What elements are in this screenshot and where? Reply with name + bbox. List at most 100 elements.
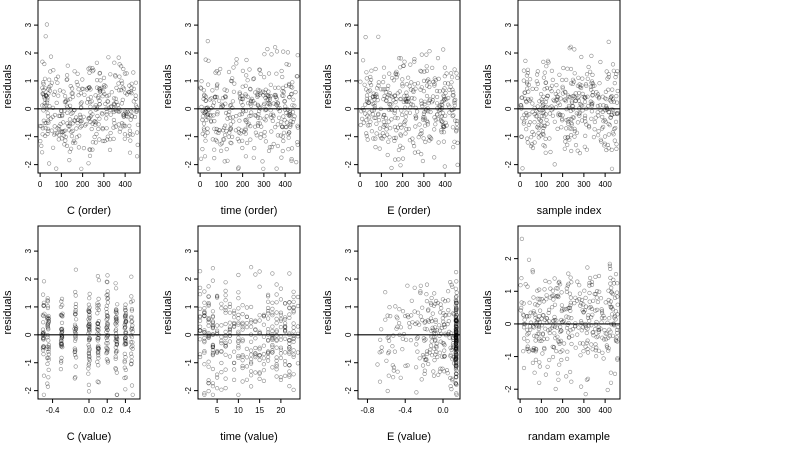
- data-point: [568, 44, 573, 49]
- data-point: [454, 345, 459, 350]
- data-point: [240, 102, 245, 108]
- data-point: [418, 68, 423, 73]
- data-point: [453, 330, 458, 335]
- data-point: [557, 340, 562, 345]
- data-point: [123, 355, 128, 360]
- data-point: [441, 47, 446, 52]
- data-point: [73, 308, 78, 313]
- data-point: [60, 314, 65, 319]
- data-point: [424, 357, 429, 362]
- data-point: [202, 340, 207, 345]
- data-point: [292, 103, 297, 108]
- data-point: [433, 301, 438, 306]
- data-point: [282, 99, 287, 104]
- data-point: [104, 325, 109, 330]
- data-point: [566, 103, 572, 109]
- data-point: [386, 92, 391, 98]
- data-point: [73, 309, 78, 314]
- data-point: [41, 344, 47, 349]
- data-point: [560, 84, 565, 89]
- data-point: [287, 374, 292, 379]
- data-point: [559, 328, 564, 334]
- data-point: [127, 83, 132, 88]
- data-point: [243, 93, 249, 98]
- data-point: [104, 303, 109, 308]
- x-tick-label: -0.4: [398, 406, 412, 415]
- data-point: [532, 111, 537, 117]
- data-point: [258, 135, 263, 140]
- data-point: [121, 122, 126, 127]
- data-point: [270, 365, 275, 370]
- data-point: [451, 312, 457, 317]
- data-point: [59, 342, 64, 347]
- data-point: [228, 127, 233, 132]
- data-point: [107, 147, 113, 152]
- data-point: [96, 307, 101, 313]
- data-point: [392, 135, 397, 141]
- data-point: [219, 141, 224, 146]
- data-point: [550, 77, 555, 82]
- data-point: [288, 124, 293, 129]
- data-point: [451, 93, 456, 98]
- data-point: [40, 91, 46, 97]
- data-point: [96, 303, 101, 308]
- data-point: [454, 356, 459, 361]
- data-point: [453, 360, 459, 365]
- data-point: [440, 297, 446, 302]
- data-point: [614, 146, 619, 151]
- data-point: [389, 107, 395, 112]
- data-point: [243, 126, 248, 131]
- data-point: [278, 337, 284, 342]
- data-point: [240, 327, 245, 332]
- data-point: [394, 105, 399, 110]
- y-tick-label: 1: [184, 78, 193, 83]
- data-point: [530, 86, 535, 91]
- data-point: [537, 338, 542, 343]
- data-point: [86, 324, 91, 329]
- data-point: [364, 133, 369, 139]
- data-point: [76, 145, 81, 150]
- data-point: [557, 112, 563, 117]
- data-point: [454, 337, 459, 342]
- data-point: [287, 312, 292, 317]
- data-point: [537, 314, 542, 319]
- data-point: [376, 111, 381, 116]
- data-point: [392, 124, 398, 129]
- data-point: [557, 282, 563, 287]
- data-point: [255, 102, 260, 107]
- data-point: [521, 78, 526, 83]
- data-point: [372, 94, 378, 100]
- data-point: [615, 302, 620, 307]
- data-point: [453, 303, 458, 308]
- data-point: [87, 85, 92, 90]
- data-point: [206, 320, 211, 325]
- data-point: [447, 110, 452, 115]
- data-point: [582, 113, 588, 118]
- data-point: [114, 99, 119, 105]
- data-point: [223, 305, 228, 310]
- data-point: [72, 376, 77, 381]
- data-point: [553, 386, 558, 392]
- data-point: [438, 302, 443, 307]
- data-point: [404, 90, 409, 95]
- data-point: [546, 319, 552, 324]
- data-point: [234, 57, 239, 62]
- data-point: [443, 331, 448, 336]
- data-point: [541, 102, 546, 107]
- data-point: [412, 82, 417, 87]
- data-point: [583, 344, 588, 349]
- data-point: [105, 292, 110, 297]
- data-point: [546, 307, 552, 313]
- data-point: [274, 282, 279, 287]
- data-point: [86, 363, 91, 368]
- data-point: [95, 338, 100, 343]
- data-point: [601, 103, 606, 108]
- data-point: [58, 341, 64, 347]
- data-point: [450, 93, 455, 98]
- data-point: [59, 326, 64, 332]
- data-point: [454, 339, 459, 344]
- data-point: [295, 294, 301, 300]
- data-point: [122, 351, 127, 357]
- data-point: [536, 323, 541, 328]
- data-point: [541, 109, 546, 114]
